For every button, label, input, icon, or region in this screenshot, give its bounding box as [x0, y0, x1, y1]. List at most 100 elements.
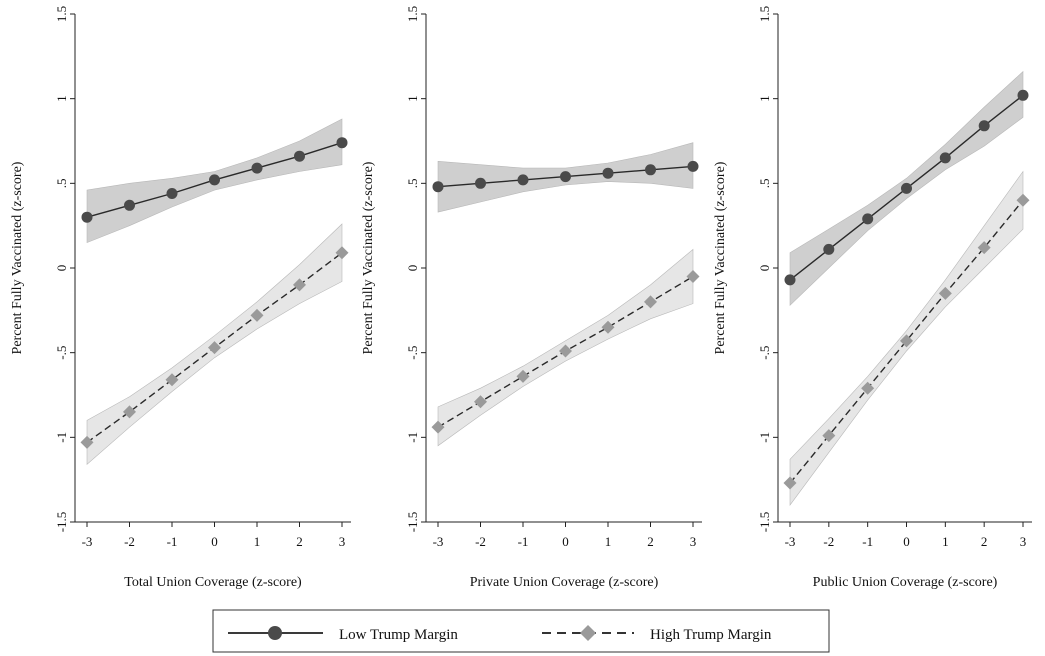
y-axis-title: Percent Fully Vaccinated (z-score) — [10, 161, 25, 354]
point-high-trump-margin — [208, 341, 221, 355]
x-axis-title: Total Union Coverage (z-score) — [124, 575, 302, 590]
point-high-trump-margin — [516, 369, 530, 383]
y-tick-label: -1 — [405, 432, 420, 443]
point-low-trump-margin — [294, 150, 305, 162]
y-tick-label: -1 — [54, 432, 69, 443]
y-tick-label: 1 — [405, 95, 420, 102]
legend: Low Trump Margin High Trump Margin — [212, 609, 830, 653]
y-tick-label: 1 — [54, 95, 69, 102]
point-high-trump-margin — [1016, 193, 1030, 207]
legend-label-low-trump: Low Trump Margin — [339, 627, 458, 643]
point-low-trump-margin — [784, 274, 796, 286]
point-high-trump-margin — [335, 246, 349, 260]
point-high-trump-margin — [938, 286, 952, 300]
y-tick-label: 1.5 — [757, 6, 772, 22]
point-high-trump-margin — [293, 278, 306, 292]
y-tick-label: 0 — [405, 265, 420, 272]
point-low-trump-margin — [209, 174, 220, 186]
y-axis-title: Percent Fully Vaccinated (z-score) — [713, 161, 728, 354]
point-high-trump-margin — [686, 269, 700, 283]
x-axis-title: Private Union Coverage (z-score) — [470, 575, 659, 590]
x-tick-label: -2 — [475, 534, 486, 549]
x-tick-label: 0 — [562, 534, 569, 549]
point-low-trump-margin — [823, 243, 835, 255]
x-tick-label: 1 — [942, 534, 949, 549]
point-low-trump-margin — [560, 171, 571, 183]
y-tick-label: 0 — [757, 265, 772, 272]
y-tick-label: 1 — [757, 95, 772, 102]
y-tick-label: -.5 — [54, 346, 69, 360]
point-high-trump-margin — [250, 308, 264, 322]
x-tick-label: -2 — [823, 534, 834, 549]
point-low-trump-margin — [475, 177, 486, 189]
chart-panel-1: -1.5 -1 -.5 0 .5 1 1.5 -3 -2 -1 0 1 2 3 Total Union Co… — [10, 6, 351, 590]
point-low-trump-margin — [939, 152, 951, 164]
y-tick-label: -1 — [757, 432, 772, 443]
point-low-trump-margin — [166, 188, 178, 199]
x-tick-label: -2 — [124, 534, 135, 549]
y-tick-label: 1.5 — [405, 6, 420, 22]
point-low-trump-margin — [1017, 89, 1029, 101]
x-tick-label: -1 — [167, 534, 178, 549]
x-tick-label: -3 — [82, 534, 93, 549]
x-tick-label: 2 — [981, 534, 988, 549]
legend-circle-marker — [268, 626, 282, 640]
point-low-trump-margin — [602, 167, 614, 179]
point-high-trump-margin — [822, 429, 836, 443]
x-tick-label: 1 — [605, 534, 612, 549]
point-low-trump-margin — [645, 164, 656, 176]
legend-label-high-trump: High Trump Margin — [650, 627, 772, 643]
point-low-trump-margin — [517, 174, 529, 186]
x-tick-label: 2 — [296, 534, 303, 549]
y-tick-label: -.5 — [757, 346, 772, 360]
point-low-trump-margin — [978, 120, 990, 132]
point-high-trump-margin — [431, 420, 445, 434]
point-high-trump-margin — [80, 435, 94, 449]
chart-panel-3: -1.5 -1 -.5 0 .5 1 1.5 -3 -2 -1 0 1 2 3 Public Union C… — [713, 6, 1032, 590]
y-tick-label: -1.5 — [405, 512, 420, 533]
point-high-trump-margin — [977, 241, 991, 255]
x-tick-label: 3 — [1020, 534, 1027, 549]
x-tick-label: 2 — [647, 534, 654, 549]
y-tick-label: -.5 — [405, 346, 420, 360]
point-low-trump-margin — [124, 199, 135, 211]
point-high-trump-margin — [123, 405, 136, 419]
point-high-trump-margin — [559, 344, 572, 358]
x-tick-label: -1 — [862, 534, 873, 549]
y-tick-label: 0 — [54, 265, 69, 272]
y-tick-label: -1.5 — [757, 512, 772, 533]
point-high-trump-margin — [861, 381, 875, 395]
y-tick-label: .5 — [405, 178, 420, 188]
x-tick-label: 3 — [690, 534, 697, 549]
x-tick-label: -1 — [518, 534, 529, 549]
x-tick-label: 0 — [903, 534, 910, 549]
point-low-trump-margin — [432, 181, 444, 193]
point-high-trump-margin — [165, 373, 179, 387]
x-tick-label: 3 — [339, 534, 346, 549]
x-tick-label: -3 — [433, 534, 444, 549]
legend-item-high-trump: High Trump Margin — [542, 625, 772, 643]
legend-diamond-marker — [580, 625, 596, 641]
point-high-trump-margin — [474, 395, 487, 409]
point-high-trump-margin — [783, 476, 797, 490]
y-axis-title: Percent Fully Vaccinated (z-score) — [361, 161, 376, 354]
x-tick-label: -3 — [785, 534, 796, 549]
point-high-trump-margin — [601, 320, 615, 334]
point-low-trump-margin — [862, 213, 874, 225]
y-tick-label: -1.5 — [54, 512, 69, 533]
point-low-trump-margin — [901, 182, 912, 194]
x-tick-label: 1 — [254, 534, 261, 549]
y-tick-label: .5 — [54, 178, 69, 188]
point-low-trump-margin — [336, 137, 348, 149]
x-axis-title: Public Union Coverage (z-score) — [813, 575, 998, 590]
point-high-trump-margin — [900, 334, 913, 348]
point-low-trump-margin — [81, 211, 93, 223]
legend-item-low-trump: Low Trump Margin — [228, 626, 458, 643]
chart-panel-2: -1.5 -1 -.5 0 .5 1 1.5 -3 -2 -1 0 1 2 3 Private Union … — [361, 6, 702, 590]
legend-box — [212, 609, 830, 653]
point-low-trump-margin — [687, 160, 699, 172]
y-tick-label: .5 — [757, 178, 772, 188]
point-high-trump-margin — [644, 295, 657, 309]
